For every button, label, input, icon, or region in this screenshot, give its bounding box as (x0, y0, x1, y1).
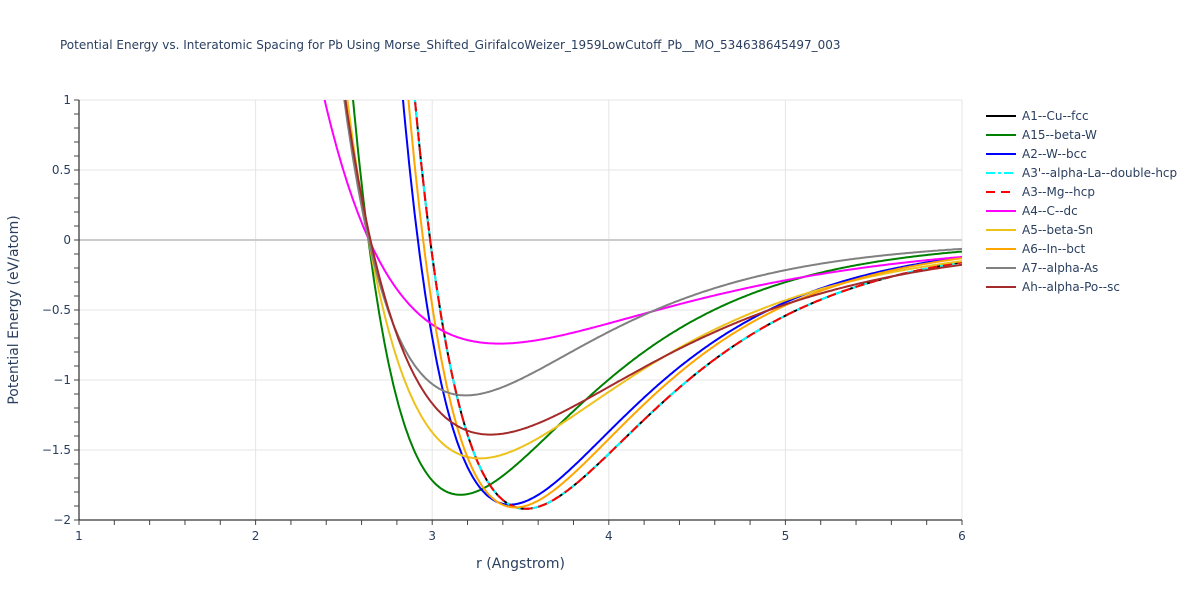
y-tick-label: −2 (53, 513, 71, 527)
legend-label: Ah--alpha-Po--sc (1022, 279, 1120, 294)
legend-label: A3--Mg--hcp (1022, 184, 1095, 199)
legend-item[interactable]: A2--W--bcc (985, 144, 1177, 163)
legend-label: A6--In--bct (1022, 241, 1086, 256)
x-tick-label: 6 (958, 529, 966, 543)
legend-label: A1--Cu--fcc (1022, 108, 1089, 123)
legend-label: A5--beta-Sn (1022, 222, 1094, 237)
legend-swatch-icon (986, 266, 1016, 269)
series-line-A15--beta-W[interactable] (342, 0, 962, 496)
legend-swatch-icon (986, 114, 1016, 117)
x-tick-label: 1 (75, 529, 83, 543)
y-tick-label: −0.5 (42, 303, 71, 317)
y-tick-label: 0 (63, 233, 71, 247)
series-line-A4--C--dc[interactable] (309, 23, 962, 345)
legend-swatch-icon (986, 228, 1016, 231)
chart-title: Potential Energy vs. Interatomic Spacing… (60, 38, 841, 52)
x-axis-title: r (Angstrom) (476, 556, 565, 572)
legend-item[interactable]: A1--Cu--fcc (985, 106, 1177, 125)
legend-item[interactable]: Ah--alpha-Po--sc (985, 277, 1177, 296)
series-line-A6--In--bct[interactable] (399, 0, 962, 509)
legend-item[interactable]: A15--beta-W (985, 125, 1177, 144)
series-line-A7--alpha-As[interactable] (328, 0, 962, 397)
legend-label: A4--C--dc (1022, 203, 1078, 218)
legend-swatch-icon (986, 247, 1016, 250)
series-line-A3'--alpha-La--double-hcp[interactable] (404, 0, 962, 510)
legend-swatch-icon (986, 152, 1016, 155)
legend-item[interactable]: A3'--alpha-La--double-hcp (985, 163, 1177, 182)
legend-item[interactable]: A5--beta-Sn (985, 220, 1177, 239)
legend-item[interactable]: A3--Mg--hcp (985, 182, 1177, 201)
series-line-A3--Mg--hcp[interactable] (404, 0, 962, 510)
legend-label: A15--beta-W (1022, 127, 1097, 142)
legend-label: A3'--alpha-La--double-hcp (1022, 165, 1178, 180)
series-line-Ah--alpha-Po--sc[interactable] (328, 0, 962, 436)
legend-swatch-icon (986, 171, 1016, 174)
legend-swatch-icon (986, 209, 1016, 212)
legend-swatch-icon (986, 285, 1016, 288)
legend-item[interactable]: A7--alpha-As (985, 258, 1177, 277)
legend: A1--Cu--fcc A15--beta-W A2--W--bcc A3'--alp… (985, 106, 1177, 296)
series-line-A5--beta-Sn[interactable] (333, 0, 962, 460)
x-tick-label: 3 (428, 529, 436, 543)
legend-item[interactable]: A6--In--bct (985, 239, 1177, 258)
legend-swatch-icon (986, 133, 1016, 136)
legend-item[interactable]: A4--C--dc (985, 201, 1177, 220)
legend-label: A7--alpha-As (1022, 260, 1099, 275)
legend-label: A2--W--bcc (1022, 146, 1087, 161)
y-tick-label: 0.5 (52, 163, 71, 177)
y-axis-title: Potential Energy (eV/atom) (6, 215, 22, 404)
x-tick-label: 4 (605, 529, 613, 543)
series-line-A1--Cu--fcc[interactable] (404, 0, 962, 510)
y-tick-label: 1 (63, 93, 71, 107)
y-tick-label: −1.5 (42, 443, 71, 457)
x-tick-label: 5 (782, 529, 790, 543)
legend-swatch-icon (986, 190, 1016, 193)
y-tick-label: −1 (53, 373, 71, 387)
x-tick-label: 2 (252, 529, 260, 543)
series-line-A2--W--bcc[interactable] (393, 0, 962, 506)
